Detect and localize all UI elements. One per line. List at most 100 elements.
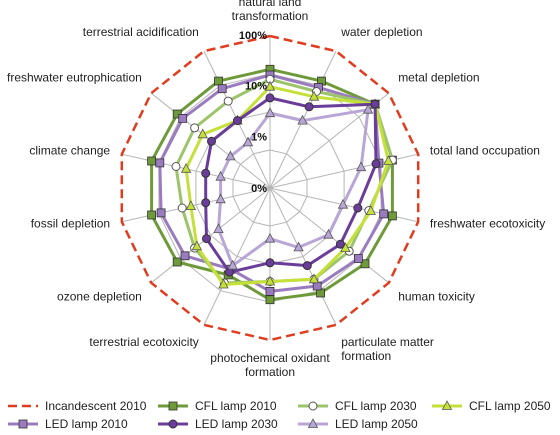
data-point xyxy=(304,102,314,112)
data-point xyxy=(213,223,224,234)
ring-label: 0% xyxy=(251,183,267,195)
legend-item: LED lamp 2010 xyxy=(8,417,128,431)
data-point xyxy=(383,155,394,165)
grid-spoke xyxy=(269,187,337,326)
data-point xyxy=(215,193,226,204)
data-point xyxy=(323,228,334,239)
ring-labels: 0% 1% 10% 100% xyxy=(239,30,267,195)
axis-label: total land occupation xyxy=(430,144,540,158)
data-point xyxy=(178,114,188,123)
legend-label: CFL lamp 2010 xyxy=(195,399,277,413)
data-point xyxy=(360,259,370,269)
data-point xyxy=(365,205,376,215)
radar-series xyxy=(120,34,420,342)
data-point xyxy=(215,170,226,181)
legend-marker xyxy=(168,419,178,429)
data-point xyxy=(362,103,374,114)
legend-marker xyxy=(308,401,318,411)
data-point xyxy=(172,257,182,267)
grid-spoke xyxy=(150,187,271,284)
legend-label: LED lamp 2010 xyxy=(45,417,128,431)
axis-label: water depletion xyxy=(340,25,422,39)
axis-label: photochemical oxidant formation xyxy=(210,351,330,379)
data-point xyxy=(180,162,192,173)
axis-label-line: freshwater ecotoxicity xyxy=(430,217,545,231)
legend-marker xyxy=(168,401,178,411)
grid-spoke xyxy=(203,187,271,326)
legend-label: LED lamp 2050 xyxy=(335,417,418,431)
axis-label-line: terrestrial acidification xyxy=(83,25,199,39)
axis-label: ozone depletion xyxy=(57,289,142,303)
data-point xyxy=(191,240,203,251)
axis-label: fossil depletion xyxy=(31,217,110,231)
grid-spoke xyxy=(121,187,271,223)
legend-item: LED lamp 2030 xyxy=(158,417,278,431)
data-point xyxy=(242,136,254,147)
data-point xyxy=(185,200,197,211)
legend-item: CFL lamp 2050 xyxy=(432,399,551,413)
data-point xyxy=(190,123,200,133)
data-point xyxy=(171,162,181,171)
data-point xyxy=(308,90,320,101)
legend-item: CFL lamp 2010 xyxy=(158,399,277,413)
axis-label-line: climate change xyxy=(29,144,110,158)
legend-marker xyxy=(441,400,453,410)
data-point xyxy=(264,107,276,118)
data-point xyxy=(201,198,211,208)
data-point xyxy=(302,261,312,271)
series-led-lamp-2050 xyxy=(213,103,374,270)
ring-label: 10% xyxy=(245,81,267,93)
data-point xyxy=(264,275,276,286)
axis-label-line: terrestrial ecotoxicity xyxy=(89,335,198,349)
axis-label-line: formation xyxy=(341,349,391,363)
ring-label: 100% xyxy=(239,30,267,42)
legend: Incandescent 2010 CFL lamp 2010 CFL lamp 2… xyxy=(8,399,551,431)
data-point xyxy=(156,208,166,218)
data-point xyxy=(265,93,275,103)
data-point xyxy=(217,84,227,94)
data-point xyxy=(207,136,216,146)
axis-label: terrestrial acidification xyxy=(83,25,199,39)
axis-label-line: metal depletion xyxy=(398,71,479,85)
data-point xyxy=(225,150,236,161)
axis-label-line: water depletion xyxy=(340,25,422,39)
axis-label: metal depletion xyxy=(398,71,479,85)
legend-item: Incandescent 2010 xyxy=(8,399,147,413)
axis-label-line: freshwater eutrophication xyxy=(7,71,142,85)
series-line xyxy=(217,108,370,268)
data-point xyxy=(177,203,187,213)
data-point xyxy=(265,295,275,305)
data-point xyxy=(337,198,349,209)
legend-label: CFL lamp 2030 xyxy=(335,399,417,413)
data-point xyxy=(147,156,157,166)
data-point xyxy=(264,232,276,243)
legend-label: LED lamp 2030 xyxy=(195,417,278,431)
data-point xyxy=(218,278,229,289)
data-point xyxy=(265,258,275,268)
axis-label-line: formation xyxy=(245,365,295,379)
axis-label-line: human toxicity xyxy=(398,289,475,303)
data-point xyxy=(297,114,308,125)
legend-label: CFL lamp 2050 xyxy=(469,399,551,413)
data-point xyxy=(155,158,165,168)
legend-item: CFL lamp 2030 xyxy=(298,399,417,413)
data-point xyxy=(202,234,211,244)
axis-label-line: transformation xyxy=(232,9,309,23)
data-point xyxy=(379,209,389,219)
data-point xyxy=(172,109,182,119)
axis-label: terrestrial ecotoxicity xyxy=(89,335,198,349)
data-point xyxy=(227,259,238,270)
axis-label: freshwater eutrophication xyxy=(7,71,142,85)
axis-label-line: ozone depletion xyxy=(57,289,142,303)
grid-spoke xyxy=(121,153,271,189)
data-point xyxy=(353,203,363,213)
axis-label-line: particulate matter xyxy=(341,335,434,349)
data-point xyxy=(293,241,304,252)
axis-label: human toxicity xyxy=(398,289,475,303)
series-cfl-lamp-2050 xyxy=(180,80,394,289)
axis-label-line: natural land xyxy=(239,0,302,9)
data-point xyxy=(353,254,363,263)
axis-labels: natural land transformation water depletio… xyxy=(7,0,545,379)
legend-marker xyxy=(18,419,28,429)
